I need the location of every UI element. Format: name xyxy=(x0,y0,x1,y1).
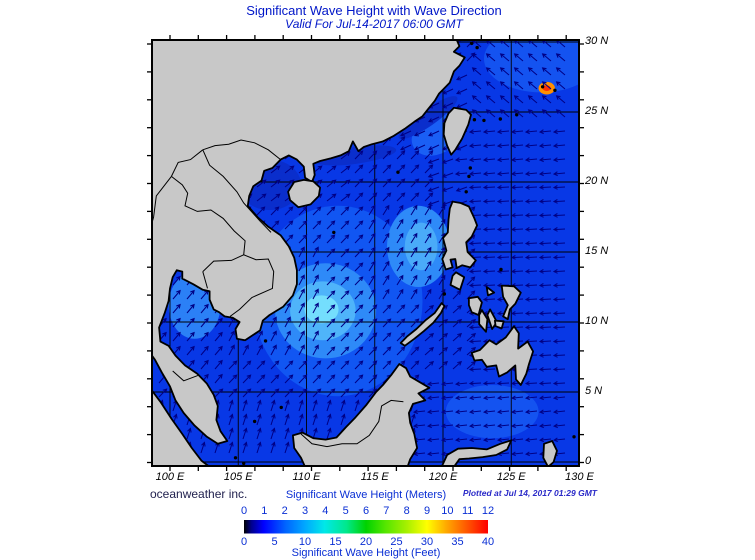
landmass xyxy=(292,363,431,466)
landmass xyxy=(152,389,210,466)
lon-tick-label: 100 E xyxy=(155,471,185,483)
islet xyxy=(498,117,503,121)
colorbar-tick-feet: 5 xyxy=(271,536,278,548)
wave-height-patch xyxy=(404,222,438,271)
colorbar-tick-meters: 3 xyxy=(301,505,309,517)
landmass xyxy=(287,179,321,209)
country-border xyxy=(202,149,272,233)
landmass xyxy=(399,302,446,347)
colorbar-tick-meters: 2 xyxy=(281,505,288,517)
colorbar-tick-meters: 1 xyxy=(261,505,268,517)
colorbar-tick-feet: 15 xyxy=(329,536,342,548)
lon-tick-label: 115 E xyxy=(360,471,389,483)
map-frame xyxy=(151,39,580,467)
colorbar-tick-meters: 7 xyxy=(383,505,390,517)
lon-tick-label: 110 E xyxy=(292,471,321,483)
landmass xyxy=(441,439,513,466)
colorbar-label-meters: Significant Wave Height (Meters) xyxy=(285,489,447,501)
page-title: Significant Wave Height with Wave Direct… xyxy=(246,3,502,18)
colorbar-label-feet: Significant Wave Height (Feet) xyxy=(291,547,441,559)
colorbar-tick-feet: 10 xyxy=(298,536,312,548)
colorbar-tick-meters: 5 xyxy=(342,505,349,517)
lat-tick-label: 15 N xyxy=(585,245,609,257)
islet xyxy=(396,170,400,174)
lat-tick-label: 30 N xyxy=(585,35,609,47)
lon-tick-label: 105 E xyxy=(223,471,253,483)
islet xyxy=(252,419,257,424)
landmass xyxy=(478,309,489,333)
colorbar-tick-meters: 12 xyxy=(481,505,495,517)
colorbar-tick-meters: 9 xyxy=(423,505,431,517)
islet xyxy=(482,118,486,123)
country-border xyxy=(171,176,246,255)
landmass xyxy=(152,40,466,445)
colorbar-tick-meters: 8 xyxy=(403,505,410,517)
country-border xyxy=(300,399,404,448)
wave-height-patch xyxy=(304,295,339,324)
islet xyxy=(540,85,545,89)
islet xyxy=(499,267,503,272)
country-border xyxy=(202,254,275,317)
lon-tick-label: 125 E xyxy=(496,471,526,483)
colorbar-tick-feet: 35 xyxy=(451,536,464,548)
islet xyxy=(332,230,336,235)
oceanweather-credit: oceanweather inc. xyxy=(150,487,248,501)
lat-tick-label: 10 N xyxy=(585,315,609,327)
islet xyxy=(242,461,246,466)
lat-tick-label: 5 N xyxy=(585,385,603,397)
landmass xyxy=(449,271,466,291)
lon-tick-label: 130 E xyxy=(565,471,594,483)
colorbar-tick-feet: 20 xyxy=(359,536,373,548)
islet xyxy=(475,45,479,50)
colorbar-tick-meters: 4 xyxy=(322,505,329,517)
wave-height-patch xyxy=(483,40,579,93)
country-border xyxy=(170,149,204,177)
country-border xyxy=(172,370,199,382)
country-border xyxy=(202,271,208,289)
islet xyxy=(553,88,557,93)
islet xyxy=(515,113,519,117)
colorbar-tick-meters: 11 xyxy=(461,505,474,517)
lat-tick-label: 20 N xyxy=(585,175,609,187)
landmass xyxy=(441,200,478,271)
colorbar xyxy=(244,520,488,534)
landmass xyxy=(542,440,558,466)
country-border xyxy=(202,139,281,160)
landmass xyxy=(442,106,472,156)
islet xyxy=(464,190,468,194)
islet xyxy=(572,435,576,439)
lon-tick-label: 120 E xyxy=(428,471,458,483)
valid-time-subtitle: Valid For Jul-14-2017 06:00 GMT xyxy=(285,17,463,31)
islet xyxy=(472,118,477,122)
wave-height-patch xyxy=(315,145,397,166)
islet xyxy=(442,292,447,296)
lat-tick-label: 0 xyxy=(585,455,592,467)
islet xyxy=(469,41,474,46)
colorbar-tick-feet: 0 xyxy=(240,536,248,548)
frame-ticks xyxy=(147,35,584,471)
colorbar-tick-feet: 30 xyxy=(420,536,434,548)
landmass xyxy=(470,325,534,386)
colorbar-tick-meters: 0 xyxy=(240,505,248,517)
colorbar-tick-meters: 6 xyxy=(362,505,370,517)
landmass xyxy=(500,284,522,321)
landmass xyxy=(494,319,505,330)
plotted-timestamp: Plotted at Jul 14, 2017 01:29 GMT xyxy=(462,488,597,498)
colorbar-tick-feet: 40 xyxy=(481,536,495,548)
islet xyxy=(279,405,283,410)
landmass xyxy=(485,286,496,297)
islet xyxy=(467,174,471,179)
colorbar-tick-meters: 10 xyxy=(441,505,454,517)
lat-tick-label: 25 N xyxy=(585,105,609,117)
islet xyxy=(233,456,238,460)
colorbar-tick-feet: 25 xyxy=(390,536,403,548)
islet xyxy=(468,166,472,170)
islet xyxy=(263,339,268,343)
map-layers xyxy=(152,40,579,466)
